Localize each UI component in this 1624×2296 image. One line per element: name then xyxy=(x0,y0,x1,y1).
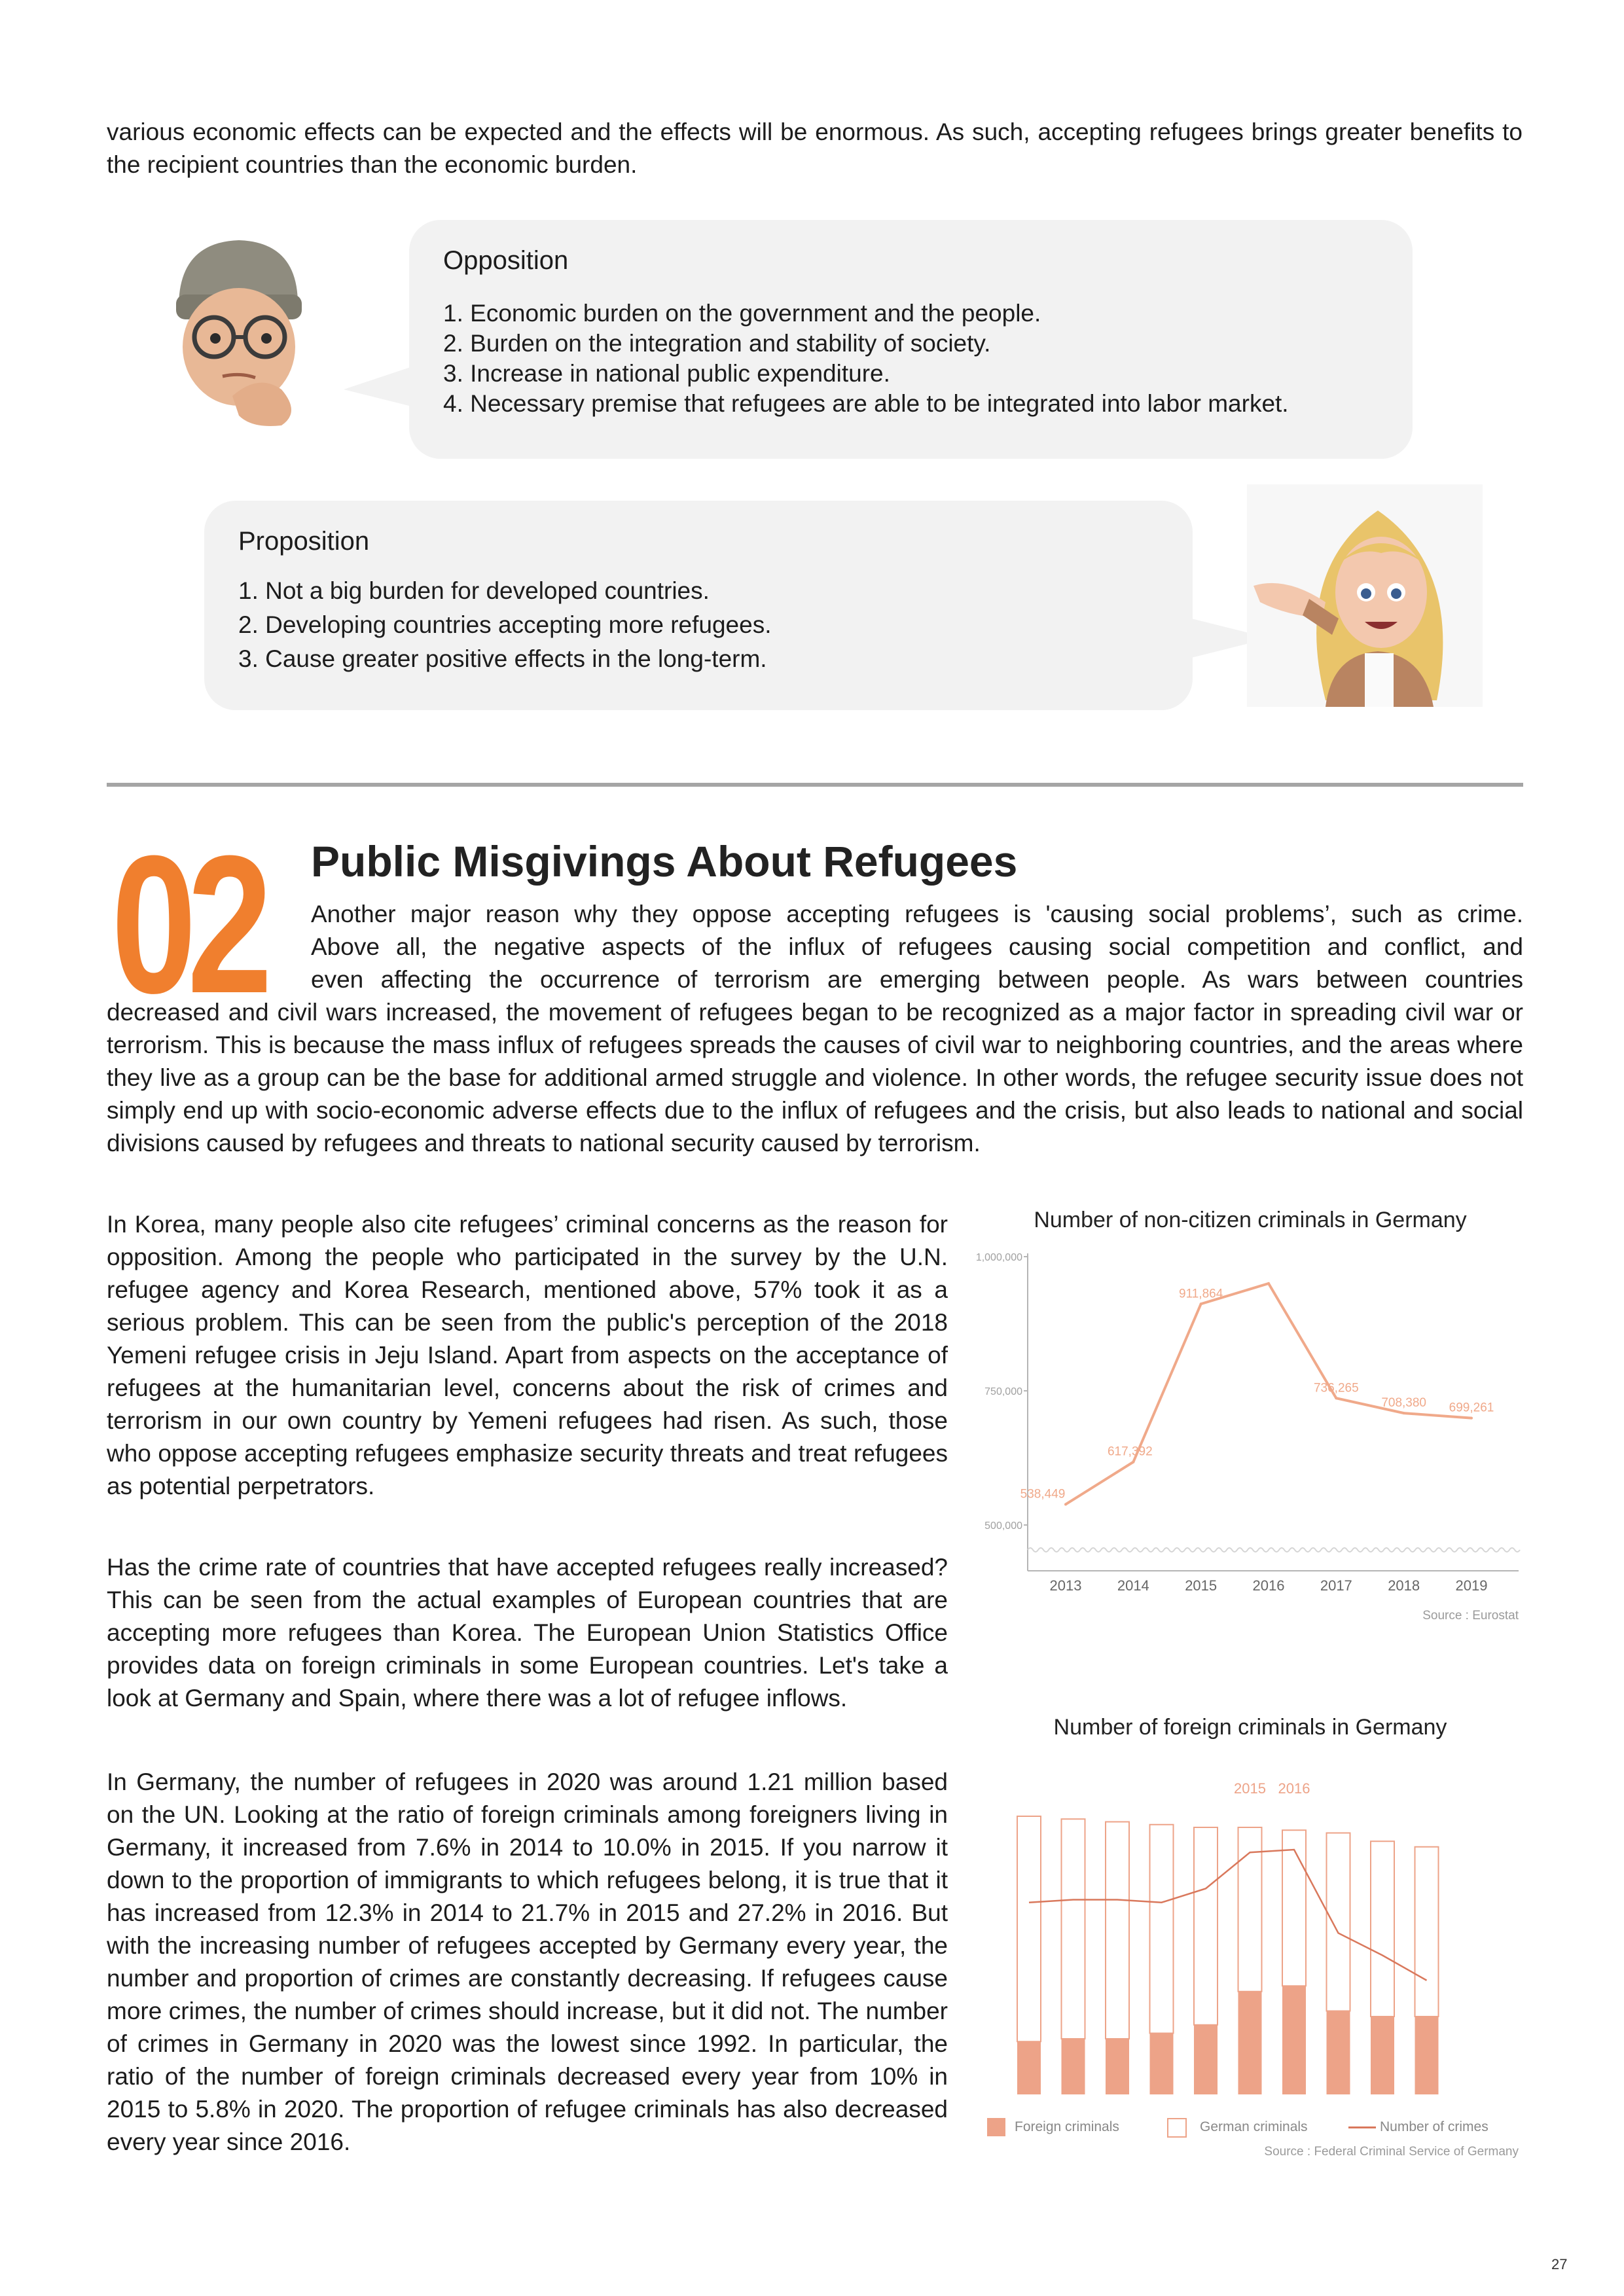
bar-german xyxy=(1414,1846,1439,2017)
bar-german xyxy=(1282,1829,1307,1987)
year-label: 2015 xyxy=(1234,1780,1266,1797)
opposition-title: Opposition xyxy=(443,246,569,275)
data-point xyxy=(1470,1416,1473,1420)
data-point xyxy=(1199,1302,1202,1306)
bar-foreign xyxy=(1106,2039,1129,2094)
bar-foreign xyxy=(1415,2017,1439,2094)
bar-german xyxy=(1105,1821,1130,2039)
paragraph-korea: In Korea, many people also cite refugees… xyxy=(107,1211,948,1499)
legend-line-crimes xyxy=(1348,2126,1376,2128)
data-point xyxy=(1132,1460,1135,1463)
paragraph-europe: Has the crime rate of countries that hav… xyxy=(107,1554,948,1712)
list-item: 1. Economic burden on the government and… xyxy=(443,300,1041,327)
bar-foreign xyxy=(1194,2024,1218,2094)
y-tick-label: 1,000,000 xyxy=(976,1252,1022,1263)
series-line xyxy=(1064,1282,1472,1506)
lead-line: even affecting the occurrence of terrori… xyxy=(311,966,1523,993)
opposition-bubble-tail xyxy=(344,363,422,409)
bar-chart-foreign-criminals: 2015 2016 xyxy=(1017,1780,1439,2094)
page-number: 27 xyxy=(1551,2256,1568,2272)
bar-foreign xyxy=(1282,1986,1306,2094)
chart2-title: Number of foreign criminals in Germany xyxy=(1053,1715,1447,1740)
data-label: 699,261 xyxy=(1449,1401,1494,1415)
bar-german xyxy=(1060,1818,1086,2039)
data-point xyxy=(1064,1503,1067,1506)
x-tick-label: 2014 xyxy=(1117,1577,1149,1590)
proposition-bubble-tail xyxy=(1178,615,1270,661)
bar-german xyxy=(1326,1832,1351,2012)
intro-paragraph: various economic effects can be expected… xyxy=(107,118,1523,178)
section-lead-lines: Another major reason why they oppose acc… xyxy=(311,898,1523,996)
x-tick-label: 2016 xyxy=(1253,1577,1285,1590)
section-title: Public Misgivings About Refugees xyxy=(311,837,1018,886)
x-tick-label: 2019 xyxy=(1456,1577,1488,1590)
list-item: 4. Necessary premise that refugees are a… xyxy=(443,390,1289,417)
opposition-avatar xyxy=(167,232,311,429)
data-point xyxy=(1267,1282,1270,1285)
section-divider xyxy=(107,783,1523,787)
thinking-man-avatar-icon xyxy=(176,240,302,426)
y-tick-label: 750,000 xyxy=(984,1386,1022,1397)
chart2-legend: Foreign criminals German criminals Numbe… xyxy=(987,2114,1530,2140)
list-item: 1. Not a big burden for developed countr… xyxy=(238,577,710,604)
bar-foreign xyxy=(1371,2017,1394,2094)
list-item: 3. Cause greater positive effects in the… xyxy=(238,645,767,672)
data-point xyxy=(1402,1412,1405,1415)
opposition-list: 1. Economic burden on the government and… xyxy=(443,298,1289,419)
bar-german xyxy=(1193,1827,1218,2026)
axis-break xyxy=(1027,1547,1521,1552)
data-label: 708,380 xyxy=(1381,1396,1426,1410)
lead-line: Above all, the negative aspects of the i… xyxy=(311,933,1523,960)
y-tick-label: 500,000 xyxy=(984,1520,1022,1532)
bar-foreign xyxy=(1326,2011,1350,2094)
proposition-list: 1. Not a big burden for developed countr… xyxy=(238,574,771,676)
bar-foreign xyxy=(1061,2039,1085,2094)
x-tick-label: 2017 xyxy=(1320,1577,1352,1590)
proposition-title: Proposition xyxy=(238,527,370,556)
bar-foreign xyxy=(1017,2041,1041,2094)
section-lead-rest: decreased and civil wars increased, the … xyxy=(107,999,1523,1157)
crimes-line xyxy=(1028,1848,1428,1981)
legend-swatch-foreign xyxy=(987,2118,1005,2136)
data-label: 617,392 xyxy=(1108,1445,1153,1459)
opposition-bubble: Opposition 1. Economic burden on the gov… xyxy=(409,220,1413,459)
proposition-bubble: Proposition 1. Not a big burden for deve… xyxy=(204,501,1193,710)
list-item: 2. Burden on the integration and stabili… xyxy=(443,330,991,357)
section-number: 02 xyxy=(111,814,272,1034)
legend-label-crimes: Number of crimes xyxy=(1380,2119,1489,2134)
data-point xyxy=(1335,1397,1338,1400)
x-tick-label: 2013 xyxy=(1050,1577,1082,1590)
bar-foreign xyxy=(1149,2033,1174,2094)
x-tick-label: 2015 xyxy=(1185,1577,1217,1590)
list-item: 3. Increase in national public expenditu… xyxy=(443,360,890,387)
paragraph-germany: In Germany, the number of refugees in 20… xyxy=(107,1768,948,2155)
bar-german xyxy=(1370,1840,1395,2017)
presenting-woman-avatar-icon xyxy=(1247,484,1483,707)
list-item: 2. Developing countries accepting more r… xyxy=(238,611,772,638)
year-label: 2016 xyxy=(1278,1780,1310,1797)
data-label: 911,864 xyxy=(1179,1287,1223,1300)
legend-label-german: German criminals xyxy=(1200,2119,1308,2134)
legend-swatch-german xyxy=(1167,2118,1187,2138)
data-label: 736,265 xyxy=(1314,1381,1359,1395)
bar-german xyxy=(1017,1816,1041,2043)
proposition-avatar xyxy=(1247,484,1483,707)
bar-german xyxy=(1149,1823,1174,2034)
x-tick-label: 2018 xyxy=(1388,1577,1420,1590)
lead-line: Another major reason why they oppose acc… xyxy=(311,901,1523,927)
data-label: 538,449 xyxy=(1020,1487,1066,1501)
chart1-title: Number of non-citizen criminals in Germa… xyxy=(1034,1208,1467,1232)
chart2-source: Source : Federal Criminal Service of Ger… xyxy=(1264,2145,1519,2159)
chart1-source: Source : Eurostat xyxy=(1422,1609,1519,1623)
bar-foreign xyxy=(1238,1991,1262,2094)
line-chart-non-citizen-criminals: 500,000 750,000 1,000,000 538,449 617,392 911… xyxy=(976,1252,1521,1590)
legend-label-foreign: Foreign criminals xyxy=(1015,2119,1119,2134)
